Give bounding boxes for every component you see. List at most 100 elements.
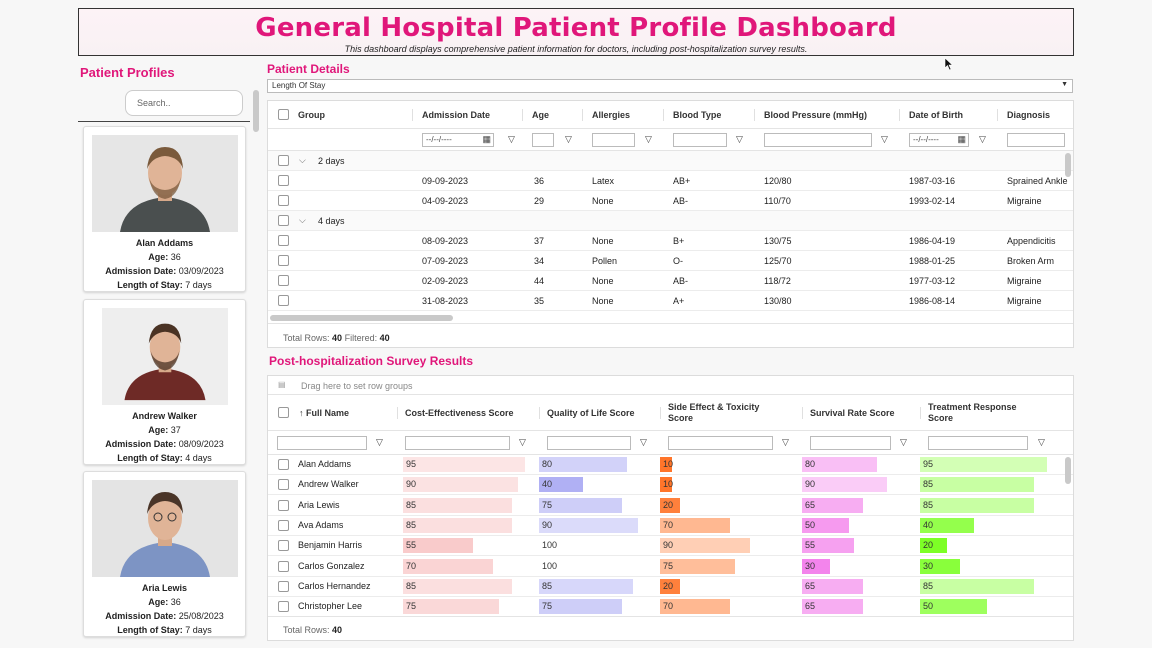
column-separator[interactable] xyxy=(539,407,540,419)
text-filter-input[interactable] xyxy=(405,436,510,450)
column-header[interactable]: Survival Rate Score xyxy=(810,408,895,418)
row-checkbox[interactable] xyxy=(278,295,289,306)
column-separator[interactable] xyxy=(920,407,921,419)
table-row[interactable]: Carlos Gonzalez 70 100 75 30 30 xyxy=(268,557,1073,577)
text-filter-input[interactable] xyxy=(532,133,554,147)
profile-search-input[interactable]: Search.. xyxy=(125,90,243,116)
chevron-down-icon[interactable]: ⌵ xyxy=(299,155,306,165)
calendar-icon[interactable]: ▦ xyxy=(482,134,491,144)
row-checkbox[interactable] xyxy=(278,459,289,470)
table-row[interactable]: Christopher Lee 75 75 70 65 50 xyxy=(268,597,1073,618)
column-header[interactable]: Treatment Response Score xyxy=(928,402,1017,423)
filter-icon[interactable]: ▽ xyxy=(645,134,652,144)
column-separator[interactable] xyxy=(582,109,583,121)
column-separator[interactable] xyxy=(663,109,664,121)
filter-icon[interactable]: ▽ xyxy=(736,134,743,144)
text-filter-input[interactable] xyxy=(928,436,1028,450)
column-header[interactable]: Admission Date xyxy=(422,110,491,120)
text-filter-input[interactable] xyxy=(277,436,367,450)
column-separator[interactable] xyxy=(660,407,661,419)
row-checkbox[interactable] xyxy=(278,175,289,186)
column-header[interactable]: Allergies xyxy=(592,110,631,120)
table-row[interactable]: Alan Addams 95 80 10 80 95 xyxy=(268,455,1073,475)
group-row[interactable]: ⌵ 2 days xyxy=(268,151,1073,171)
row-checkbox[interactable] xyxy=(278,195,289,206)
row-checkbox[interactable] xyxy=(278,479,289,491)
filter-icon[interactable]: ▽ xyxy=(565,134,572,144)
chevron-down-icon[interactable]: ⌵ xyxy=(299,215,306,225)
row-checkbox[interactable] xyxy=(278,601,289,613)
row-group-drop-zone[interactable]: ▤ Drag here to set row groups xyxy=(268,376,1073,395)
filtered-label: Filtered: xyxy=(344,333,378,343)
table-row[interactable]: 31-08-2023 35 None A+ 130/80 1986-08-14 Migrai… xyxy=(268,291,1073,311)
column-header[interactable]: Group xyxy=(298,110,325,120)
filter-icon[interactable]: ▽ xyxy=(376,437,383,447)
column-header[interactable]: Cost-Effectiveness Score xyxy=(405,408,514,418)
filter-icon[interactable]: ▽ xyxy=(640,437,647,447)
column-separator[interactable] xyxy=(397,407,398,419)
row-checkbox[interactable] xyxy=(278,519,289,531)
table-row[interactable]: Aria Lewis 85 75 20 65 85 xyxy=(268,496,1073,516)
column-header[interactable]: Diagnosis xyxy=(1007,110,1051,120)
row-checkbox[interactable] xyxy=(278,155,289,166)
column-separator[interactable] xyxy=(997,109,998,121)
table-row[interactable]: 09-09-2023 36 Latex AB+ 120/80 1987-03-16 Spra… xyxy=(268,171,1073,191)
row-checkbox[interactable] xyxy=(278,499,289,511)
column-separator[interactable] xyxy=(522,109,523,121)
row-checkbox[interactable] xyxy=(278,275,289,286)
patient-card[interactable]: Alan Addams Age: 36 Admission Date: 03/09/… xyxy=(83,126,246,292)
date-filter-input[interactable]: --/--/---- ▦ xyxy=(909,133,969,147)
horizontal-scrollbar[interactable] xyxy=(270,315,453,321)
filter-icon[interactable]: ▽ xyxy=(508,134,515,144)
column-header[interactable]: Side Effect & Toxicity Score xyxy=(668,402,760,423)
row-checkbox[interactable] xyxy=(278,540,289,552)
select-all-checkbox[interactable] xyxy=(278,109,289,120)
text-filter-input[interactable] xyxy=(1007,133,1065,147)
filter-icon[interactable]: ▽ xyxy=(782,437,789,447)
select-all-checkbox[interactable] xyxy=(278,407,289,418)
text-filter-input[interactable] xyxy=(810,436,891,450)
column-header[interactable]: ↑ Full Name xyxy=(299,408,350,418)
filter-icon[interactable]: ▽ xyxy=(519,437,526,447)
column-separator[interactable] xyxy=(412,109,413,121)
filter-icon[interactable]: ▽ xyxy=(881,134,888,144)
group-row[interactable]: ⌵ 4 days xyxy=(268,211,1073,231)
column-separator[interactable] xyxy=(802,407,803,419)
table-row[interactable]: 02-09-2023 44 None AB- 118/72 1977-03-12 Migra… xyxy=(268,271,1073,291)
patient-card[interactable]: Andrew Walker Age: 37 Admission Date: 08/0… xyxy=(83,299,246,465)
table-row[interactable]: Ava Adams 85 90 70 50 40 xyxy=(268,516,1073,536)
group-by-dropdown[interactable]: Length Of Stay ▼ xyxy=(267,79,1073,93)
text-filter-input[interactable] xyxy=(547,436,631,450)
filter-icon[interactable]: ▽ xyxy=(979,134,986,144)
row-checkbox[interactable] xyxy=(278,235,289,246)
table-row[interactable]: Benjamin Harris 55 100 90 55 20 xyxy=(268,536,1073,557)
text-filter-input[interactable] xyxy=(668,436,773,450)
row-checkbox[interactable] xyxy=(278,255,289,266)
table-row[interactable]: 08-09-2023 37 None B+ 130/75 1986-04-19 Append… xyxy=(268,231,1073,251)
column-separator[interactable] xyxy=(754,109,755,121)
column-header[interactable]: Blood Pressure (mmHg) xyxy=(764,110,868,120)
filter-icon[interactable]: ▽ xyxy=(900,437,907,447)
filter-icon[interactable]: ▽ xyxy=(1038,437,1045,447)
column-header[interactable]: Blood Type xyxy=(673,110,722,120)
row-checkbox[interactable] xyxy=(278,215,289,226)
table-row[interactable]: 07-09-2023 34 Pollen O- 125/70 1988-01-25 Brok… xyxy=(268,251,1073,271)
row-checkbox[interactable] xyxy=(278,580,289,592)
table-row[interactable]: Carlos Hernandez 85 85 20 65 85 xyxy=(268,577,1073,597)
column-separator[interactable] xyxy=(899,109,900,121)
vertical-scrollbar[interactable] xyxy=(1065,457,1071,484)
column-header[interactable]: Date of Birth xyxy=(909,110,963,120)
patient-card[interactable]: Aria Lewis Age: 36 Admission Date: 25/08/2… xyxy=(83,471,246,637)
date-filter-input[interactable]: --/--/---- ▦ xyxy=(422,133,494,147)
text-filter-input[interactable] xyxy=(673,133,727,147)
table-row[interactable]: 04-09-2023 29 None AB- 110/70 1993-02-14 Migra… xyxy=(268,191,1073,211)
table-row[interactable]: Andrew Walker 90 40 10 90 85 xyxy=(268,475,1073,496)
column-header[interactable]: Quality of Life Score xyxy=(547,408,635,418)
text-filter-input[interactable] xyxy=(592,133,635,147)
vertical-scrollbar[interactable] xyxy=(1065,153,1071,177)
row-checkbox[interactable] xyxy=(278,560,289,572)
profiles-scrollbar[interactable] xyxy=(253,90,259,132)
column-header[interactable]: Age xyxy=(532,110,550,120)
text-filter-input[interactable] xyxy=(764,133,872,147)
calendar-icon[interactable]: ▦ xyxy=(957,134,966,144)
